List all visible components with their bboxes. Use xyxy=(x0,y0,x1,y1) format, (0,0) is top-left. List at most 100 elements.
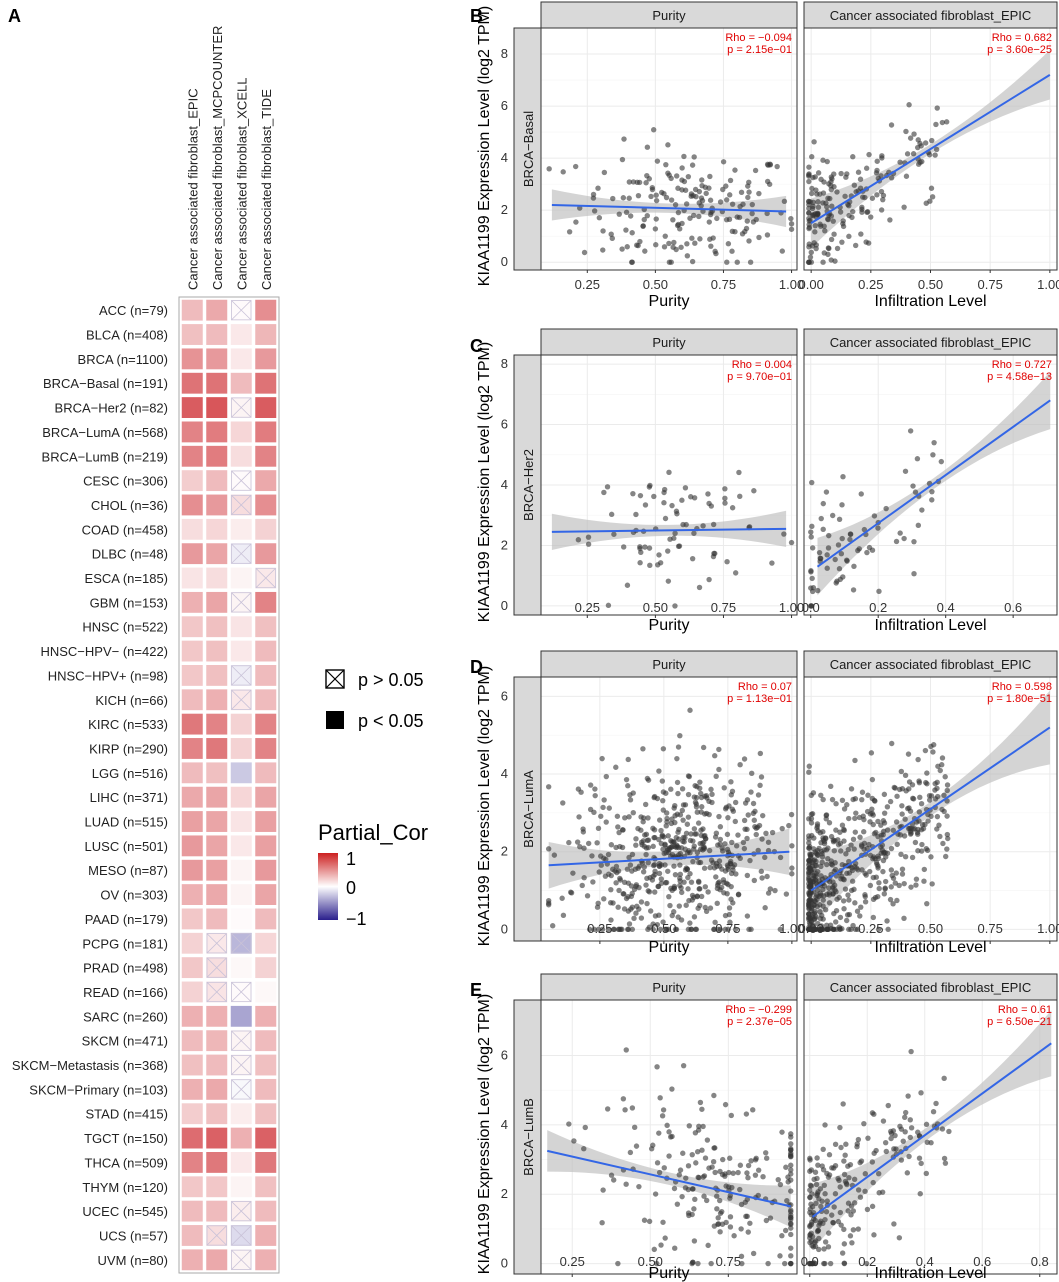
data-point xyxy=(658,840,665,847)
data-point xyxy=(658,1242,664,1248)
data-point xyxy=(700,847,706,853)
data-point xyxy=(590,879,596,885)
heatmap-cell xyxy=(229,371,254,396)
data-point xyxy=(899,803,905,809)
data-point xyxy=(644,775,651,782)
heatmap-cell xyxy=(204,420,229,444)
data-point xyxy=(707,173,713,180)
data-point xyxy=(772,887,778,894)
data-point xyxy=(737,1186,743,1193)
data-point xyxy=(675,185,681,191)
data-point xyxy=(551,852,558,858)
heatmap-row-label: KIRC (n=533) xyxy=(88,717,168,732)
data-point xyxy=(775,1176,781,1183)
data-point xyxy=(944,831,951,838)
data-point xyxy=(923,779,929,786)
heatmap-cell xyxy=(253,371,278,396)
data-point xyxy=(679,1193,685,1200)
data-point xyxy=(620,827,626,833)
data-point xyxy=(725,814,731,821)
heatmap-ns-cross xyxy=(231,1225,252,1246)
heatmap-row-label: LGG (n=516) xyxy=(92,766,168,781)
data-point xyxy=(697,840,703,847)
data-point xyxy=(566,839,572,846)
data-point xyxy=(707,905,714,911)
heatmap-ns-box xyxy=(231,470,252,491)
data-point xyxy=(601,855,607,861)
data-point xyxy=(621,906,628,912)
data-point xyxy=(732,167,738,173)
data-point xyxy=(599,926,606,933)
data-point xyxy=(826,1172,833,1178)
data-point xyxy=(858,231,864,237)
data-point xyxy=(879,153,885,159)
data-point xyxy=(939,1126,946,1132)
data-point xyxy=(875,525,881,531)
data-point xyxy=(672,202,679,208)
data-point xyxy=(727,1214,734,1220)
data-point xyxy=(782,1227,789,1234)
plot-border xyxy=(803,354,1058,616)
data-point xyxy=(628,906,634,912)
data-point xyxy=(815,1227,822,1234)
data-point xyxy=(654,158,661,164)
x-axis-title: Infiltration Level xyxy=(874,1265,986,1282)
data-point xyxy=(939,806,945,813)
data-point xyxy=(941,1075,947,1082)
data-point xyxy=(809,479,815,486)
plot-border xyxy=(540,676,798,942)
data-point xyxy=(829,1165,835,1171)
data-point xyxy=(874,192,880,198)
heatmap-cell xyxy=(180,614,205,639)
data-point xyxy=(865,240,872,246)
data-point xyxy=(637,545,643,552)
heatmap-cell xyxy=(180,980,205,1004)
panel-label: B xyxy=(470,6,483,26)
data-point xyxy=(592,792,598,799)
data-point xyxy=(850,1227,857,1233)
subtype-label: BRCA−Her2 xyxy=(521,449,536,521)
x-tick-label: 0.50 xyxy=(918,921,943,936)
data-point xyxy=(785,1174,791,1180)
data-point xyxy=(691,826,698,832)
data-point xyxy=(641,864,648,870)
data-point xyxy=(788,811,795,818)
data-point xyxy=(659,1113,666,1119)
data-point xyxy=(719,845,725,851)
data-point xyxy=(831,1204,837,1210)
heatmap-cell xyxy=(229,712,254,737)
data-point xyxy=(737,493,743,500)
data-point xyxy=(846,203,852,209)
data-point xyxy=(689,1151,695,1158)
data-point xyxy=(869,1159,876,1165)
data-point xyxy=(677,875,683,881)
data-point xyxy=(906,1153,912,1160)
data-point xyxy=(656,870,663,877)
data-point xyxy=(691,530,697,536)
data-point xyxy=(852,242,859,249)
data-point xyxy=(717,836,724,843)
data-point xyxy=(841,1226,847,1233)
data-point xyxy=(846,212,852,219)
data-point xyxy=(710,235,716,241)
data-point xyxy=(904,151,911,157)
stat-rho: Rho = −0.094 xyxy=(725,32,792,44)
heatmap-ns-box xyxy=(231,543,252,564)
heatmap-column-label: Cancer associated fibroblast_XCELL xyxy=(234,78,249,290)
data-point xyxy=(623,776,630,783)
data-point xyxy=(723,1183,729,1189)
data-point xyxy=(643,180,649,186)
heatmap-cell xyxy=(229,1101,254,1126)
heatmap-cell xyxy=(229,736,254,761)
data-point xyxy=(850,836,857,843)
heatmap-cell xyxy=(253,931,278,956)
heatmap-cell xyxy=(204,590,229,615)
heatmap-row-label: LUSC (n=501) xyxy=(85,839,168,854)
data-point xyxy=(902,854,909,860)
y-tick-label: 8 xyxy=(501,46,508,61)
data-point xyxy=(896,882,902,889)
data-point xyxy=(779,825,785,832)
data-point xyxy=(807,1239,813,1246)
x-tick-label: 0.25 xyxy=(575,600,600,615)
data-point xyxy=(826,532,832,539)
